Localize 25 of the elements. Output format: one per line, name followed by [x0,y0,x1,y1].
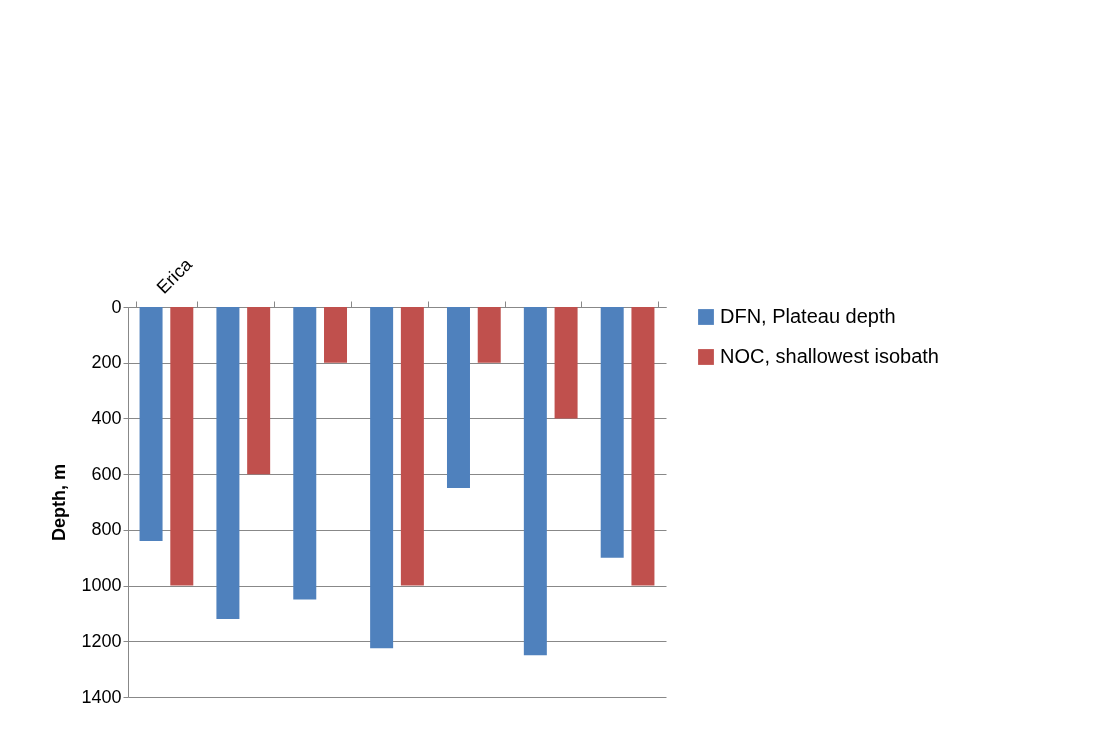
bar [170,307,194,586]
bar [554,307,578,419]
bar [400,307,424,586]
y-tick-label: 1400 [81,686,122,707]
y-tick-label: 1000 [81,575,122,596]
y-tick-label: 800 [91,519,122,540]
bar [523,307,547,656]
bar [216,307,240,619]
bar [446,307,470,489]
y-axis-title: Depth, m [49,463,70,542]
bar [370,307,394,649]
y-tick-label: 600 [91,463,122,484]
y-tick-label: 0 [111,296,122,317]
legend-label: NOC, shallowest isobath [720,345,939,367]
y-tick-label: 400 [91,407,122,428]
y-tick-label: 200 [91,352,122,373]
bar [324,307,348,363]
bar [293,307,317,600]
bar [477,307,501,363]
bar [139,307,163,541]
bar [247,307,271,475]
y-tick-label: 1200 [81,630,122,651]
bar [600,307,624,558]
bar [631,307,655,586]
legend-label: DFN, Plateau depth [720,305,896,327]
